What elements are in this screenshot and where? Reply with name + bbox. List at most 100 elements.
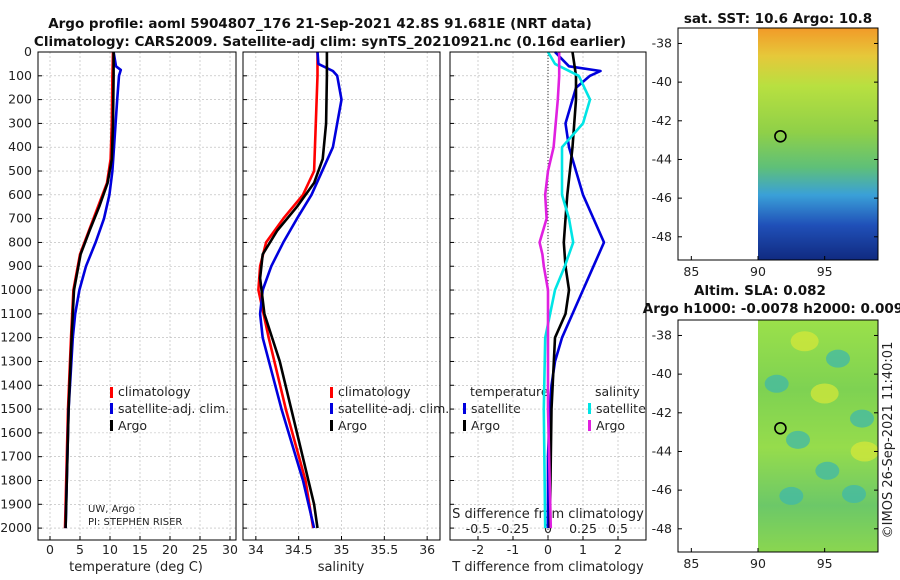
depth-tick-label: 1000 (0, 282, 32, 297)
s-diff-tick-label: 0.25 (569, 521, 597, 536)
salinity-legend-climatology: climatology (338, 384, 411, 399)
sla-eddy (850, 409, 874, 428)
temperature-xtick-label: 0 (46, 542, 54, 557)
depth-tick-label: 800 (8, 234, 32, 249)
sla-ytick-label: -40 (652, 366, 672, 381)
legend-swatch-t-satellite (463, 403, 466, 414)
sla-eddy (764, 374, 789, 393)
depth-tick-label: 1900 (0, 496, 32, 511)
credit-pi: PI: STEPHEN RISER (88, 517, 182, 528)
sla-map-title2: Argo h1000: -0.0078 h2000: 0.009 (643, 301, 900, 317)
argo-position-marker (774, 129, 787, 143)
difference-series-t-argo (548, 51, 578, 529)
sst-ytick-label: -44 (652, 151, 672, 166)
depth-tick-label: 1800 (0, 472, 32, 487)
depth-tick-label: 1100 (0, 306, 32, 321)
difference-xtick-label: -1 (507, 542, 519, 557)
legend-salinity-argo: Argo (596, 418, 625, 433)
sla-ytick-label: -44 (652, 443, 672, 458)
sst-xtick-label: 95 (817, 264, 833, 279)
credit-institution: UW, Argo (88, 504, 135, 515)
legend-swatch-satellite (110, 403, 113, 414)
depth-tick-label: 500 (8, 163, 32, 178)
s-diff-tick-label: 0 (544, 521, 552, 536)
sst-map-title: sat. SST: 10.6 Argo: 10.8 (684, 11, 872, 27)
sla-eddy (779, 486, 804, 505)
salinity-xtick-label: 34 (248, 542, 264, 557)
depth-tick-label: 100 (8, 68, 32, 83)
sla-eddy (786, 430, 810, 449)
sst-field (758, 28, 878, 260)
temperature-xtick-label: 25 (192, 542, 208, 557)
salinity-series-satellite-adj-clim- (258, 51, 343, 529)
legend-swatch-s-argo (588, 420, 591, 431)
sla-ytick-label: -48 (652, 521, 672, 536)
salinity-xtick-label: 35 (334, 542, 350, 557)
depth-tick-label: 1500 (0, 401, 32, 416)
salinity-series-climatology (257, 52, 319, 529)
depth-tick-label: 1400 (0, 377, 32, 392)
difference-xtick-label: 0 (544, 542, 552, 557)
imos-credit: ©IMOS 26-Sep-2021 11:40:01 (881, 342, 896, 539)
difference-series-s-argo (538, 52, 561, 529)
depth-tick-label: 400 (8, 139, 32, 154)
depth-tick-label: 600 (8, 187, 32, 202)
temperature-series-satellite-adj-clim- (64, 51, 123, 529)
legend-salinity-satellite: satellite (596, 401, 646, 416)
legend-temperature-title: temperature (470, 384, 549, 399)
salinity-xtick-label: 36 (419, 542, 435, 557)
difference-xtick-label: 2 (614, 542, 622, 557)
s-diff-tick-label: -0.25 (497, 521, 529, 536)
sla-eddy (842, 485, 866, 503)
salinity-xlabel: salinity (318, 560, 365, 575)
depth-tick-label: 2000 (0, 520, 32, 535)
temperature-xtick-label: 20 (162, 542, 178, 557)
depth-tick-label: 200 (8, 92, 32, 107)
sla-map-title1: Altim. SLA: 0.082 (694, 283, 826, 299)
s-diff-tick-label: 0.5 (608, 521, 628, 536)
sla-ytick-label: -42 (652, 405, 672, 420)
sla-xtick-label: 95 (817, 556, 833, 571)
temperature-panel: temperature (deg C) climatology satellit… (0, 44, 238, 575)
sla-map: -38 -40 -42 -44 -46 -48 85 90 95 (652, 319, 879, 571)
sst-map: -38 -40 -42 -44 -46 -48 85 90 95 (652, 27, 879, 279)
depth-tick-label: 1200 (0, 330, 32, 345)
title-line2: Climatology: CARS2009. Satellite-adj cli… (34, 34, 626, 50)
temperature-legend-climatology: climatology (118, 384, 191, 399)
salinity-panel: salinity climatology satellite-adj. clim… (242, 51, 449, 575)
legend-salinity-title: salinity (595, 384, 640, 399)
legend-swatch-s-satellite (588, 403, 591, 414)
sla-xtick-label: 90 (750, 556, 766, 571)
sst-map-frame (677, 27, 879, 261)
sla-xtick-label: 85 (683, 556, 699, 571)
salinity-xtick-label: 34.5 (285, 542, 313, 557)
legend-swatch-climatology (110, 387, 113, 398)
sst-ytick-label: -40 (652, 74, 672, 89)
temperature-xtick-label: 5 (76, 542, 84, 557)
salinity-series-argo (258, 52, 329, 529)
legend-swatch-climatology (330, 387, 333, 398)
legend-swatch-t-argo (463, 420, 466, 431)
temperature-legend-satellite: satellite-adj. clim. (118, 401, 229, 416)
temperature-xtick-label: 30 (222, 542, 238, 557)
sla-ytick-label: -46 (652, 482, 672, 497)
salinity-frame (242, 51, 441, 541)
salinity-legend-satellite: satellite-adj. clim. (338, 401, 449, 416)
temperature-series-climatology (63, 51, 115, 529)
sla-field (758, 320, 878, 552)
temperature-xtick-label: 15 (132, 542, 148, 557)
temperature-frame (37, 51, 237, 541)
sla-high (850, 441, 879, 462)
depth-tick-label: 300 (8, 115, 32, 130)
salinity-xtick-label: 35.5 (370, 542, 398, 557)
sst-xtick-label: 85 (683, 264, 699, 279)
depth-tick-label: 1700 (0, 449, 32, 464)
sla-eddy (815, 461, 840, 480)
depth-tick-label: 700 (8, 211, 32, 226)
temperature-xtick-label: 10 (102, 542, 118, 557)
legend-swatch-satellite (330, 403, 333, 414)
sst-ytick-label: -38 (652, 35, 672, 50)
depth-tick-label: 0 (24, 44, 32, 59)
legend-swatch-argo (110, 420, 113, 431)
